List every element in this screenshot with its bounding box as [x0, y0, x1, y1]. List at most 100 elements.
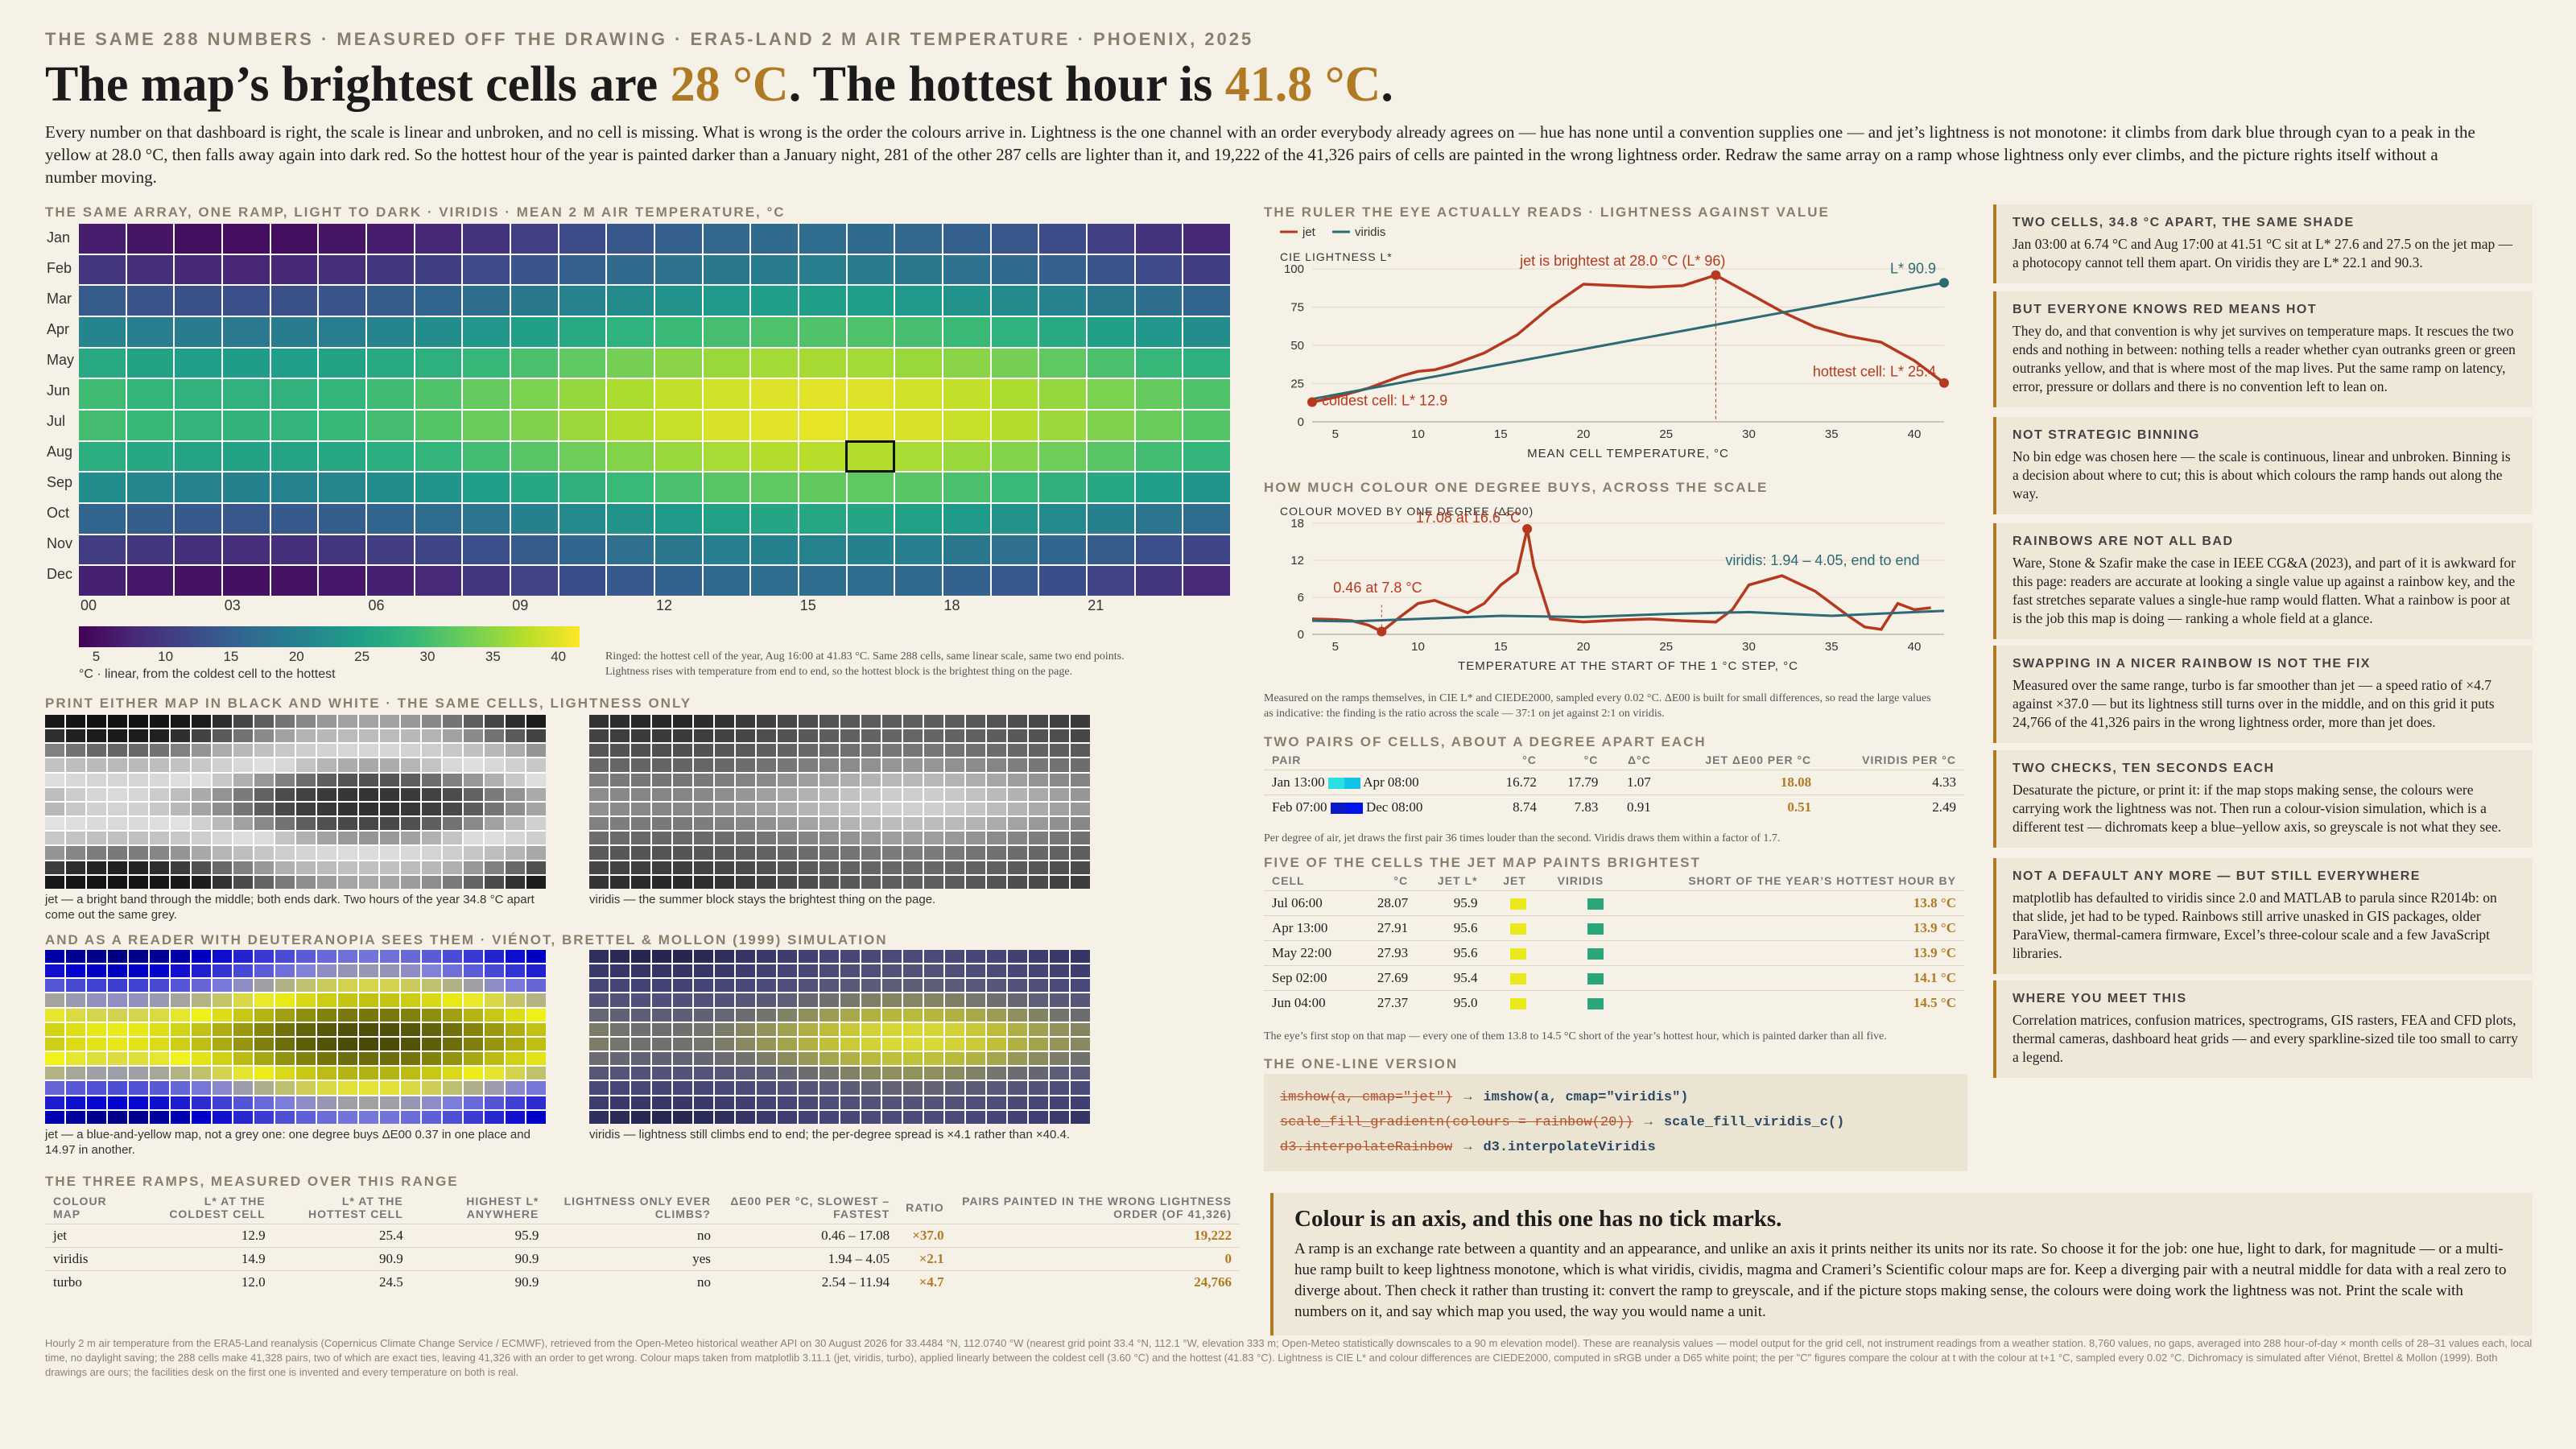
heatmap-cell	[1183, 286, 1230, 316]
heatmap-cell	[338, 1037, 357, 1051]
heatmap-cell	[1029, 729, 1048, 743]
heatmap-cell	[317, 950, 336, 964]
heatmap-cell	[1008, 1052, 1027, 1066]
heatmap-cell	[367, 379, 414, 409]
heatmap-cell	[66, 744, 85, 758]
heatmap-cell	[296, 964, 316, 978]
heatmap-cell	[319, 535, 365, 565]
heatmap-cell	[317, 832, 336, 845]
heatmap-cell	[254, 1096, 274, 1109]
heatmap-cell	[903, 715, 923, 729]
heatmap-cell	[861, 729, 881, 743]
heatmap-cell	[45, 1037, 64, 1051]
heatmap-cell	[359, 832, 378, 845]
heatmap-cell	[443, 729, 462, 743]
heatmap-cell	[506, 817, 525, 831]
heatmap-cell	[903, 758, 923, 772]
heatmap-cell	[703, 566, 750, 596]
heatmap-cell	[847, 254, 894, 285]
heatmap-cell	[129, 1081, 148, 1095]
heatmap-cell	[694, 802, 713, 816]
heatmap-cell	[422, 993, 441, 1007]
heatmap-cell	[1008, 979, 1027, 993]
heatmap-cell	[87, 1110, 106, 1124]
heatmap-cell	[1008, 802, 1027, 816]
heatmap-cell	[778, 729, 797, 743]
heatmap-cell	[108, 993, 127, 1007]
heatmap-cell	[861, 846, 881, 860]
heatmap-cell	[924, 861, 943, 874]
heatmap-cell	[703, 411, 750, 440]
heatmap-cell	[1029, 1067, 1048, 1080]
heatmap-cell	[715, 1096, 734, 1109]
heatmap-cell	[171, 950, 190, 964]
heatmap-cell	[991, 254, 1038, 285]
heatmap-cell	[422, 1067, 441, 1080]
heatmap-cell	[485, 802, 504, 816]
month-label: May	[47, 352, 75, 368]
table-header: °C	[1522, 753, 1537, 766]
heatmap-cell	[1135, 535, 1183, 565]
heatmap-cell	[945, 744, 964, 758]
heatmap-cell	[129, 817, 148, 831]
heatmap-cell	[443, 758, 462, 772]
table-header: Δ°C	[1627, 753, 1651, 766]
heatmap-cell	[987, 787, 1006, 801]
month-label: Jan	[47, 229, 71, 246]
heatmap-cell	[882, 875, 902, 889]
hour-label: 06	[368, 597, 385, 613]
heatmap-cell	[757, 861, 776, 874]
heatmap-cell	[45, 758, 64, 772]
heatmap-cell	[631, 802, 650, 816]
heatmap-cell	[799, 875, 818, 889]
heatmap-cell	[171, 979, 190, 993]
heatmap-cell	[987, 950, 1006, 964]
heatmap-cell	[359, 1052, 378, 1066]
heatmap-cell	[924, 1008, 943, 1022]
heatmap-cell	[610, 1081, 630, 1095]
heatmap-cell	[296, 773, 316, 786]
heatmap-cell	[422, 1081, 441, 1095]
heatmap-cell	[171, 832, 190, 845]
heatmap-cell	[715, 729, 734, 743]
pairs-title: TWO PAIRS OF CELLS, ABOUT A DEGREE APART…	[1264, 734, 1707, 749]
heatmap-cell	[464, 1081, 483, 1095]
heatmap-cell	[736, 802, 755, 816]
heatmap-cell	[463, 473, 510, 502]
heatmap-cell	[485, 832, 504, 845]
table-cell: 90.9	[273, 1247, 411, 1271]
heatmap-cell	[254, 817, 274, 831]
heatmap-cell	[108, 773, 127, 786]
x-tick-label: 15	[1494, 427, 1508, 441]
heatmap-cell	[895, 504, 942, 534]
heatmap-cell	[464, 861, 483, 874]
heatmap-cell	[840, 846, 860, 860]
heatmap-cell	[171, 1052, 190, 1066]
heatmap-cell	[150, 832, 169, 845]
heatmap-cell	[757, 1037, 776, 1051]
y-tick-label: 75	[1290, 301, 1304, 315]
heatmap-cell	[1029, 1096, 1048, 1109]
heatmap-cell	[882, 1096, 902, 1109]
heatmap-cell	[882, 1081, 902, 1095]
heatmap-cell	[991, 224, 1038, 254]
heatmap-cell	[79, 348, 126, 378]
heatmap-cell	[861, 1096, 881, 1109]
heatmap-cell	[757, 817, 776, 831]
heatmap-cell	[422, 758, 441, 772]
heatmap-cell	[945, 861, 964, 874]
heatmap-cell	[778, 1052, 797, 1066]
heatmap-cell	[987, 1110, 1006, 1124]
heatmap-cell	[506, 1081, 525, 1095]
heatmap-cell	[270, 441, 318, 472]
heatmap-cell	[882, 993, 902, 1007]
card-body: No bin edge was chosen here — the scale …	[2013, 448, 2511, 502]
heatmap-cell	[192, 1067, 211, 1080]
heatmap-cell	[338, 817, 357, 831]
hot-annotation: hottest cell: L* 25.4	[1813, 364, 1936, 380]
heatmap-cell	[778, 817, 797, 831]
heatmap-cell	[401, 817, 420, 831]
heatmap-cell	[443, 1022, 462, 1036]
heatmap-cell	[652, 846, 671, 860]
heatmap-cell	[1071, 744, 1090, 758]
